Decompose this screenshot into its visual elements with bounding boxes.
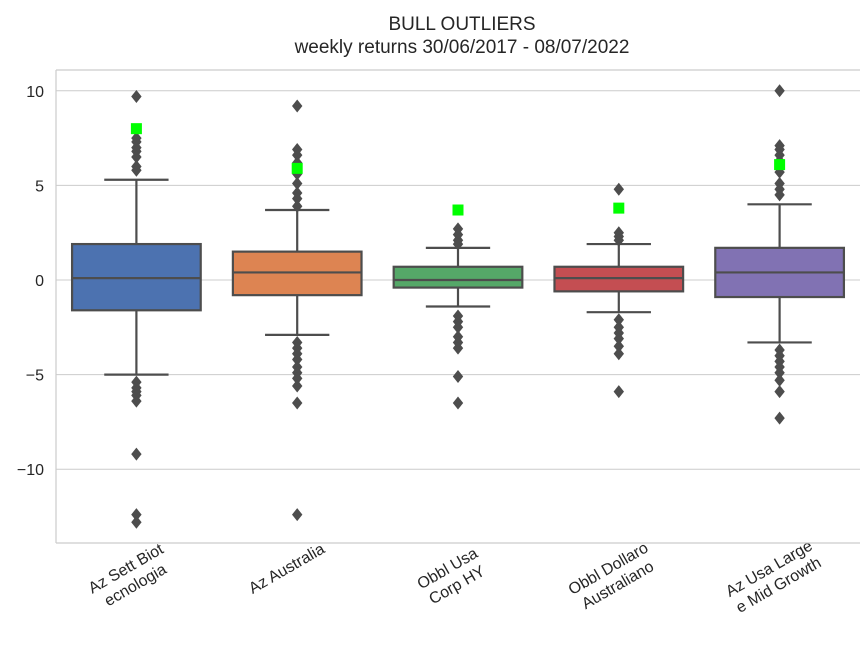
outlier-point xyxy=(292,192,303,206)
outlier-point xyxy=(131,163,142,177)
outlier-point xyxy=(292,148,303,162)
outlier-point xyxy=(774,411,785,425)
box-group xyxy=(392,204,524,410)
box xyxy=(392,265,524,289)
highlight-point xyxy=(452,204,464,216)
y-tick-label: −5 xyxy=(26,368,44,385)
outlier-point xyxy=(452,237,464,251)
outlier-point xyxy=(452,396,464,410)
x-tick-label: Az Usa Largee Mid Growth xyxy=(723,537,825,617)
x-tick-label: Obbl DollaroAustraliano xyxy=(566,539,661,615)
chart-title: BULL OUTLIERS xyxy=(388,14,535,35)
outlier-point xyxy=(613,347,624,361)
outlier-point xyxy=(774,188,785,202)
box-group xyxy=(553,182,685,399)
x-tick-label: Az Australia xyxy=(246,541,328,598)
outlier-point xyxy=(292,396,303,410)
outlier-point xyxy=(774,373,785,387)
highlight-point xyxy=(774,159,786,171)
outlier-point xyxy=(774,385,785,399)
axes: 10 5 0 −5 −10 Az Sett Biotecnologia Az Austral… xyxy=(17,69,860,617)
box-group xyxy=(70,89,202,529)
y-tick-label: 0 xyxy=(35,273,44,290)
outlier-point xyxy=(452,341,464,355)
outlier-point xyxy=(131,150,142,164)
x-tick-label-line: Az Australia xyxy=(246,541,328,598)
outlier-point xyxy=(613,385,624,399)
outlier-point xyxy=(292,99,303,113)
outlier-point xyxy=(292,177,303,191)
chart-subtitle: weekly returns 30/06/2017 - 08/07/2022 xyxy=(294,37,630,58)
outlier-point xyxy=(292,371,303,385)
outlier-point xyxy=(452,370,464,384)
highlight-point xyxy=(130,123,142,135)
outlier-point xyxy=(613,339,624,353)
outlier-point xyxy=(452,320,464,334)
outlier-point xyxy=(292,352,303,366)
outlier-point xyxy=(131,447,142,461)
outlier-point xyxy=(131,515,142,529)
y-tick-label: 10 xyxy=(26,84,44,101)
boxes xyxy=(70,84,846,529)
outlier-point xyxy=(292,379,303,393)
outlier-point xyxy=(613,332,624,346)
outlier-point xyxy=(131,508,142,522)
outlier-point xyxy=(774,366,785,380)
outlier-point xyxy=(613,313,624,327)
outlier-point xyxy=(292,199,303,213)
highlight-point xyxy=(291,162,303,174)
outlier-point xyxy=(774,84,785,98)
y-tick-label: −10 xyxy=(17,462,44,479)
x-tick-label: Obbl UsaCorp HY xyxy=(415,545,491,610)
y-tick-label: 5 xyxy=(35,178,44,195)
outlier-point xyxy=(131,89,142,103)
box-group xyxy=(231,99,363,522)
highlight-point xyxy=(613,202,625,214)
outlier-point xyxy=(292,508,303,522)
outlier-point xyxy=(613,182,624,196)
box-group xyxy=(714,84,846,425)
outlier-point xyxy=(613,233,624,247)
x-tick-label: Az Sett Biotecnologia xyxy=(86,541,177,614)
outlier-point xyxy=(131,394,142,408)
